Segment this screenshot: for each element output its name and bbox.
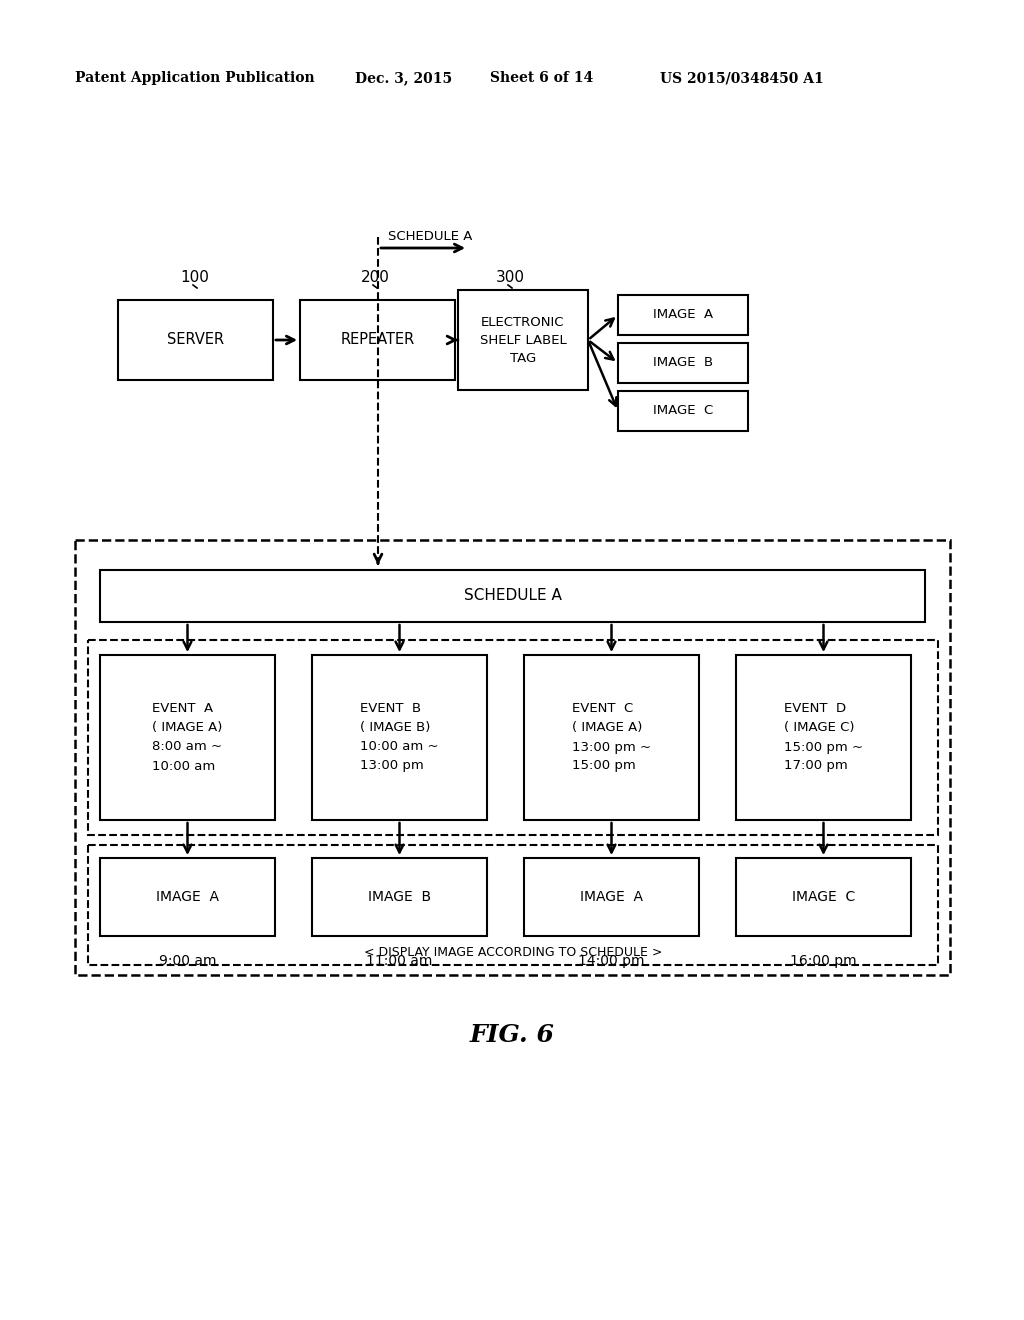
Text: Patent Application Publication: Patent Application Publication xyxy=(75,71,314,84)
Text: FIG. 6: FIG. 6 xyxy=(470,1023,554,1047)
Bar xyxy=(88,640,938,836)
Bar xyxy=(88,845,938,965)
Text: US 2015/0348450 A1: US 2015/0348450 A1 xyxy=(660,71,823,84)
Bar xyxy=(618,294,748,335)
Text: REPEATER: REPEATER xyxy=(340,333,415,347)
Text: SERVER: SERVER xyxy=(167,333,224,347)
Text: SCHEDULE A: SCHEDULE A xyxy=(464,589,561,603)
Text: IMAGE  A: IMAGE A xyxy=(580,890,643,904)
Text: 100: 100 xyxy=(180,271,210,285)
Text: 14:00 pm: 14:00 pm xyxy=(579,954,645,968)
Bar xyxy=(100,858,275,936)
Text: SCHEDULE A: SCHEDULE A xyxy=(388,231,472,243)
Bar xyxy=(458,290,588,389)
Bar xyxy=(118,300,273,380)
Text: EVENT  B
( IMAGE B)
10:00 am ~
13:00 pm: EVENT B ( IMAGE B) 10:00 am ~ 13:00 pm xyxy=(360,702,439,772)
Text: IMAGE  C: IMAGE C xyxy=(653,404,713,417)
Bar xyxy=(524,655,699,820)
Text: ELECTRONIC
SHELF LABEL
TAG: ELECTRONIC SHELF LABEL TAG xyxy=(479,315,566,364)
Text: Sheet 6 of 14: Sheet 6 of 14 xyxy=(490,71,593,84)
Bar xyxy=(736,655,911,820)
Text: IMAGE  A: IMAGE A xyxy=(156,890,219,904)
Bar xyxy=(618,343,748,383)
Text: Dec. 3, 2015: Dec. 3, 2015 xyxy=(355,71,453,84)
Bar xyxy=(618,391,748,432)
Text: IMAGE  B: IMAGE B xyxy=(368,890,431,904)
Text: 300: 300 xyxy=(496,271,524,285)
Text: 9:00 am: 9:00 am xyxy=(159,954,216,968)
Bar xyxy=(75,540,950,975)
Text: < DISPLAY IMAGE ACCORDING TO SCHEDULE >: < DISPLAY IMAGE ACCORDING TO SCHEDULE > xyxy=(364,946,663,960)
Text: 11:00 am: 11:00 am xyxy=(367,954,433,968)
Bar xyxy=(312,655,487,820)
Text: IMAGE  C: IMAGE C xyxy=(792,890,855,904)
Text: EVENT  C
( IMAGE A)
13:00 pm ~
15:00 pm: EVENT C ( IMAGE A) 13:00 pm ~ 15:00 pm xyxy=(572,702,651,772)
Bar xyxy=(524,858,699,936)
Bar xyxy=(300,300,455,380)
Text: IMAGE  B: IMAGE B xyxy=(653,356,713,370)
Bar xyxy=(312,858,487,936)
Text: EVENT  D
( IMAGE C)
15:00 pm ~
17:00 pm: EVENT D ( IMAGE C) 15:00 pm ~ 17:00 pm xyxy=(784,702,863,772)
Text: IMAGE  A: IMAGE A xyxy=(653,309,713,322)
Bar xyxy=(100,655,275,820)
Text: 200: 200 xyxy=(360,271,389,285)
Bar xyxy=(100,570,925,622)
Text: 16:00 pm: 16:00 pm xyxy=(791,954,857,968)
Bar xyxy=(736,858,911,936)
Text: EVENT  A
( IMAGE A)
8:00 am ~
10:00 am: EVENT A ( IMAGE A) 8:00 am ~ 10:00 am xyxy=(153,702,222,772)
